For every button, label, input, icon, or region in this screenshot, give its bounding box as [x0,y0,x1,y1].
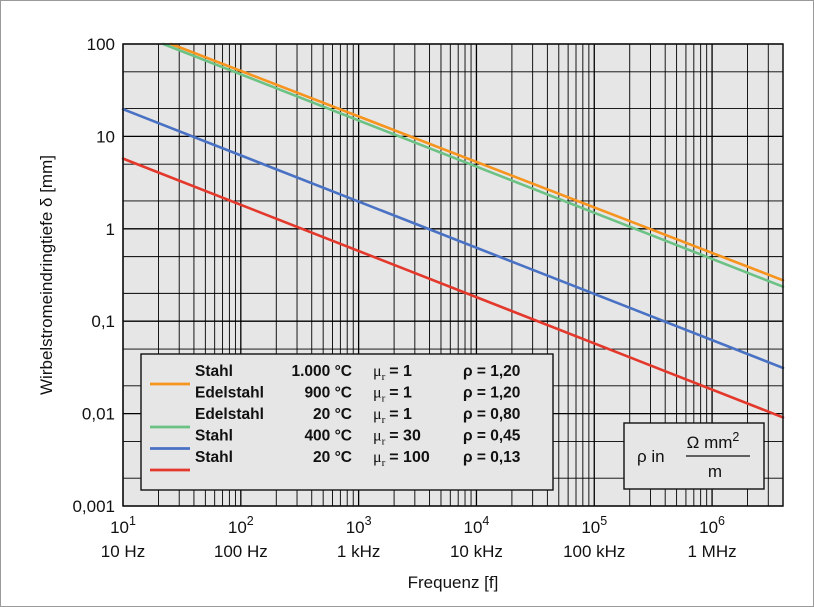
y-tick-label: 0,01 [82,405,115,424]
legend: Stahl 1.000 °C μr = 1 ρ = 1,20 Edelstahl 900 °… [140,353,554,491]
legend-material: Edelstahl [195,406,264,423]
legend-resistivity: ρ = 1,20 [463,385,520,402]
unit-numerator: Ω mm2 [687,430,740,452]
y-axis-label: Wirbelstromeindringtiefe δ [mm] [37,155,56,395]
unit-denominator: m [708,462,722,481]
x-tick-label: 10 Hz [101,542,145,561]
x-tick-power: 101 [110,514,136,537]
unit-box: ρ in Ω mm2 m [623,422,765,490]
series-line-1 [162,42,785,289]
x-tick-power: 104 [464,514,490,537]
legend-resistivity: ρ = 0,80 [463,406,520,423]
legend-temperature: 1.000 °C [292,363,353,380]
plot-border [122,43,784,507]
legend-permeability: μr = 100 [373,449,430,469]
legend-temperature: 20 °C [313,406,352,423]
y-tick-label: 10 [96,127,115,146]
x-tick-power: 103 [346,514,372,537]
legend-material: Stahl [195,428,233,445]
legend-resistivity: ρ = 0,13 [463,449,521,466]
legend-resistivity: ρ = 0,45 [463,428,521,445]
y-tick-label: 100 [87,35,115,54]
legend-material: Stahl [195,449,233,466]
x-tick-power: 105 [581,514,607,537]
x-tick-label: 1 MHz [688,542,737,561]
legend-temperature: 20 °C [313,449,352,466]
legend-temperature: 400 °C [304,428,352,445]
x-tick-power: 106 [699,514,725,537]
legend-permeability: μr = 1 [373,406,412,426]
x-tick-labels: 101 10 Hz 102 100 Hz 103 1 kHz 104 10 kHz 105 100… [101,514,737,561]
series-line-0 [169,42,785,282]
x-tick-power: 102 [228,514,254,537]
x-tick-label: 100 kHz [563,542,625,561]
series-line-4 [121,157,785,419]
legend-permeability: μr = 30 [373,428,421,448]
legend-resistivity: ρ = 1,20 [463,363,520,380]
y-tick-label: 1 [106,220,115,239]
x-tick-label: 10 kHz [450,542,503,561]
legend-material: Edelstahl [195,385,264,402]
legend-box [140,353,554,491]
x-axis-label: Frequenz [f] [408,573,499,592]
series-line-3 [121,107,785,370]
y-tick-labels: 100 10 1 0,1 0,01 0,001 [72,35,115,516]
unit-prefix: ρ in [637,447,665,466]
legend-temperature: 900 °C [304,385,352,402]
y-tick-label: 0,1 [91,312,115,331]
x-tick-label: 1 kHz [337,542,380,561]
legend-permeability: μr = 1 [373,385,412,405]
series-lines [121,42,785,419]
x-tick-label: 100 Hz [214,542,268,561]
legend-material: Stahl [195,363,233,380]
y-tick-label: 0,001 [72,497,115,516]
legend-permeability: μr = 1 [373,363,412,383]
